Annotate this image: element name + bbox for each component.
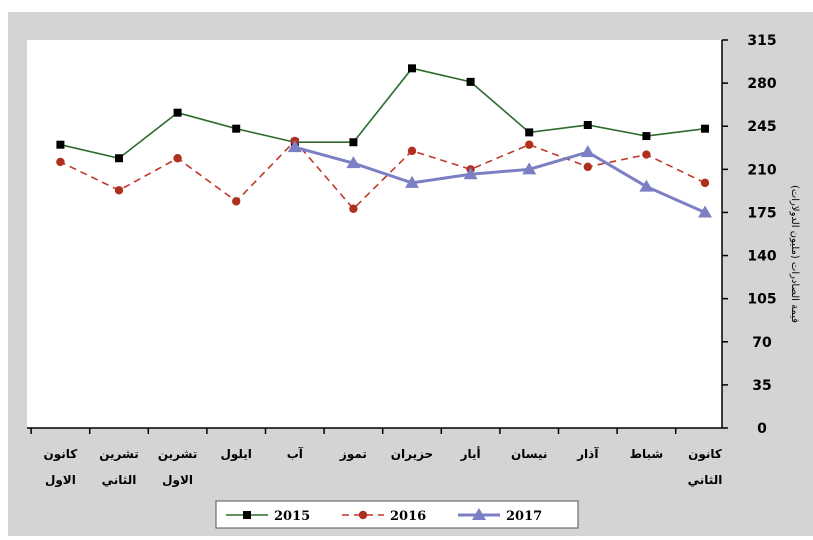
data-point-2016 — [114, 186, 124, 195]
data-point-2015 — [115, 154, 123, 163]
plot-area — [27, 40, 722, 428]
data-point-2016 — [642, 150, 651, 159]
y-tick-label: 105 — [747, 292, 776, 308]
y-tick-label: 175 — [747, 205, 776, 221]
y-tick-label: 280 — [747, 76, 776, 92]
y-axis-title: قيمة الصادرات (مليون الدولارات) — [789, 185, 800, 323]
data-point-2015 — [56, 140, 65, 149]
x-tick-label: حزيران — [391, 447, 433, 461]
x-tick-label: نيسان — [511, 447, 547, 461]
series-line-2017 — [294, 145, 706, 214]
y-tick-label: 0 — [757, 421, 767, 437]
data-point-2017 — [522, 162, 537, 175]
y-tick-label: 35 — [752, 378, 771, 394]
y-tick-label: 315 — [747, 33, 776, 49]
legend-marker-2017 — [472, 508, 486, 520]
data-point-2015 — [642, 132, 651, 141]
data-point-2015 — [583, 120, 592, 129]
series-2017 — [287, 140, 712, 218]
data-point-2015 — [232, 124, 241, 133]
data-point-2016 — [56, 157, 65, 167]
data-point-2016 — [700, 178, 710, 188]
series-line-2015 — [60, 67, 706, 160]
data-point-2016 — [407, 146, 417, 156]
data-point-2017 — [639, 179, 654, 192]
x-tick-label: آذار — [576, 446, 599, 461]
x-tick-label: شباط — [630, 447, 664, 461]
data-point-2015 — [525, 128, 534, 137]
data-point-2015 — [408, 64, 416, 73]
legend-marker-2015 — [243, 511, 251, 519]
series-2016 — [56, 136, 710, 213]
legend-marker-2016 — [358, 510, 368, 520]
y-tick-label: 245 — [747, 119, 776, 135]
data-point-2017 — [698, 205, 712, 218]
y-tick-label: 70 — [752, 335, 772, 351]
x-tick-label: تشرين الثاني — [99, 447, 139, 487]
x-tick-label: أيار — [460, 446, 481, 461]
x-tick-label: كانون الاول — [44, 447, 78, 488]
x-tick-label: تموز — [339, 447, 367, 462]
data-point-2017 — [287, 140, 302, 153]
data-point-2017 — [580, 145, 595, 158]
data-point-2015 — [466, 77, 475, 86]
data-point-2016 — [525, 140, 534, 149]
legend-label-2015: 2015 — [274, 509, 310, 524]
data-point-2016 — [173, 154, 182, 163]
x-tick-label: آب — [287, 446, 304, 461]
series-line-2016 — [60, 139, 706, 210]
data-point-2016 — [583, 162, 592, 172]
x-tick-label: كانون الثاني — [688, 447, 723, 487]
data-point-2017 — [405, 175, 419, 188]
y-tick-label: 210 — [747, 162, 776, 178]
data-point-2015 — [701, 124, 709, 133]
data-point-2017 — [463, 167, 478, 180]
data-point-2015 — [173, 108, 182, 117]
x-tick-label: تشرين الاول — [158, 447, 198, 488]
legend-label-2016: 2016 — [390, 509, 426, 524]
y-tick-label: 140 — [747, 249, 776, 265]
x-tick-label: ايلول — [220, 447, 251, 462]
legend — [215, 500, 579, 529]
data-point-2016 — [349, 204, 358, 213]
data-point-2017 — [346, 156, 361, 169]
legend-label-2017: 2017 — [506, 509, 542, 524]
data-point-2016 — [232, 197, 241, 206]
data-point-2015 — [349, 138, 358, 147]
series-2015 — [56, 64, 709, 163]
